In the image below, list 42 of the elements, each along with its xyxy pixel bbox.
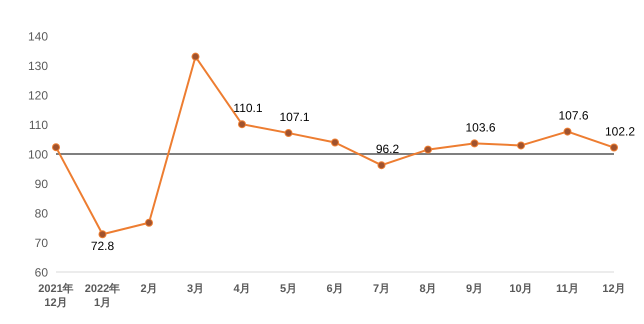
point (378, 161, 386, 170)
x-tick-label: 9月 (466, 283, 484, 295)
data-label: 72.8 (90, 239, 114, 254)
point (52, 143, 60, 152)
y-tick-label: 120 (28, 88, 48, 102)
x-tick-label: 6月 (326, 283, 344, 295)
y-tick-label: 90 (34, 176, 48, 191)
point (610, 144, 618, 152)
data-label: 107.1 (279, 110, 310, 124)
x-tick-label: 4月 (233, 283, 251, 295)
x-tick-label: 8月 (419, 283, 437, 295)
x-tick-label: 10月 (509, 283, 533, 295)
y-tick-label: 130 (28, 58, 48, 73)
y-tick-label: 140 (28, 29, 48, 44)
point (424, 146, 432, 154)
x-tick-label: 2月 (140, 283, 158, 295)
point (192, 52, 200, 61)
point (238, 120, 246, 128)
point (470, 139, 478, 148)
x-tick-label: 7月 (372, 283, 390, 295)
point (145, 218, 153, 227)
x-tick-label: 3月 (186, 283, 204, 295)
y-tick-label: 70 (34, 236, 48, 250)
y-tick-label: 60 (34, 265, 48, 280)
point (331, 138, 339, 146)
point (564, 128, 572, 136)
y-tick-label: 100 (28, 147, 48, 162)
data-label: 102.2 (604, 124, 636, 139)
data-label: 96.2 (376, 142, 400, 156)
x-tick-label: 11月 (556, 283, 579, 295)
x-tick-label: 2022年 1月 (84, 282, 120, 309)
point (517, 141, 525, 150)
x-tick-label: 2021年 12月 (38, 282, 74, 309)
point (98, 230, 106, 238)
x-tick-label: 12月 (602, 283, 626, 295)
data-label: 107.6 (558, 108, 589, 123)
y-tick-label: 110 (28, 118, 48, 132)
point (284, 129, 292, 138)
data-label: 110.1 (233, 101, 263, 116)
data-label: 103.6 (465, 120, 496, 134)
x-tick-label: 5月 (280, 283, 298, 295)
y-tick-label: 80 (34, 206, 48, 220)
